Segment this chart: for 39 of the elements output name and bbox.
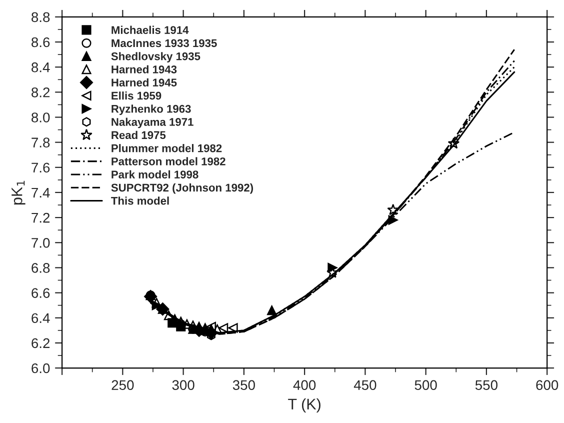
legend-label: MacInnes 1933 1935 xyxy=(112,39,217,48)
x-tick-label: 550 xyxy=(475,380,498,390)
legend-label: Park model 1998 xyxy=(112,170,198,178)
y-tick-label: 6.6 xyxy=(32,288,50,298)
x-tick-label: 600 xyxy=(536,380,558,390)
legend-label: Michaelis 1914 xyxy=(112,26,189,34)
y-tick-label: 8.2 xyxy=(32,87,50,98)
y-tick-label: 8.0 xyxy=(32,112,50,122)
x-tick-label: 400 xyxy=(293,380,316,390)
legend-label: Shedlovsky 1935 xyxy=(111,52,200,62)
legend-label: Harned 1945 xyxy=(112,78,177,87)
y-tick-label: 7.6 xyxy=(32,162,50,173)
legend-label: SUPCRT92 (Johnson 1992) xyxy=(111,183,254,194)
legend-label: Nakayama 1971 xyxy=(112,118,194,128)
legend-label: This model xyxy=(111,196,169,205)
y-tick-label: 7.2 xyxy=(32,212,50,223)
legend-label: Harned 1943 xyxy=(112,65,177,74)
legend-label: Ryzhenko 1963 xyxy=(112,104,191,115)
y-tick-label: 7.4 xyxy=(32,188,50,198)
y-tick-label: 7.8 xyxy=(32,138,50,148)
y-tick-label: 8.6 xyxy=(32,37,50,48)
y-axis-title: pK$_{1}$ xyxy=(12,180,26,205)
y-tick-label: 7.0 xyxy=(32,238,50,248)
y-tick-label: 6.8 xyxy=(32,263,50,273)
y-tick-label: 6.0 xyxy=(32,363,50,374)
legend-label: Plummer model 1982 xyxy=(112,144,222,152)
y-tick-label: 6.2 xyxy=(32,338,50,348)
y-tick-label: 8.8 xyxy=(32,12,50,22)
x-tick-label: 350 xyxy=(232,380,255,390)
legend-label: Ellis 1959 xyxy=(112,91,162,100)
y-tick-label: 8.4 xyxy=(32,62,50,72)
x-axis-title: T (K) xyxy=(288,398,320,413)
x-tick-label: 450 xyxy=(354,380,376,390)
x-tick-label: 250 xyxy=(112,380,134,390)
x-tick-label: 500 xyxy=(414,380,437,390)
y-tick-label: 6.4 xyxy=(32,313,50,324)
legend-label: Patterson model 1982 xyxy=(112,157,226,166)
legend-label: Read 1975 xyxy=(112,130,166,140)
x-tick-label: 300 xyxy=(172,380,194,390)
